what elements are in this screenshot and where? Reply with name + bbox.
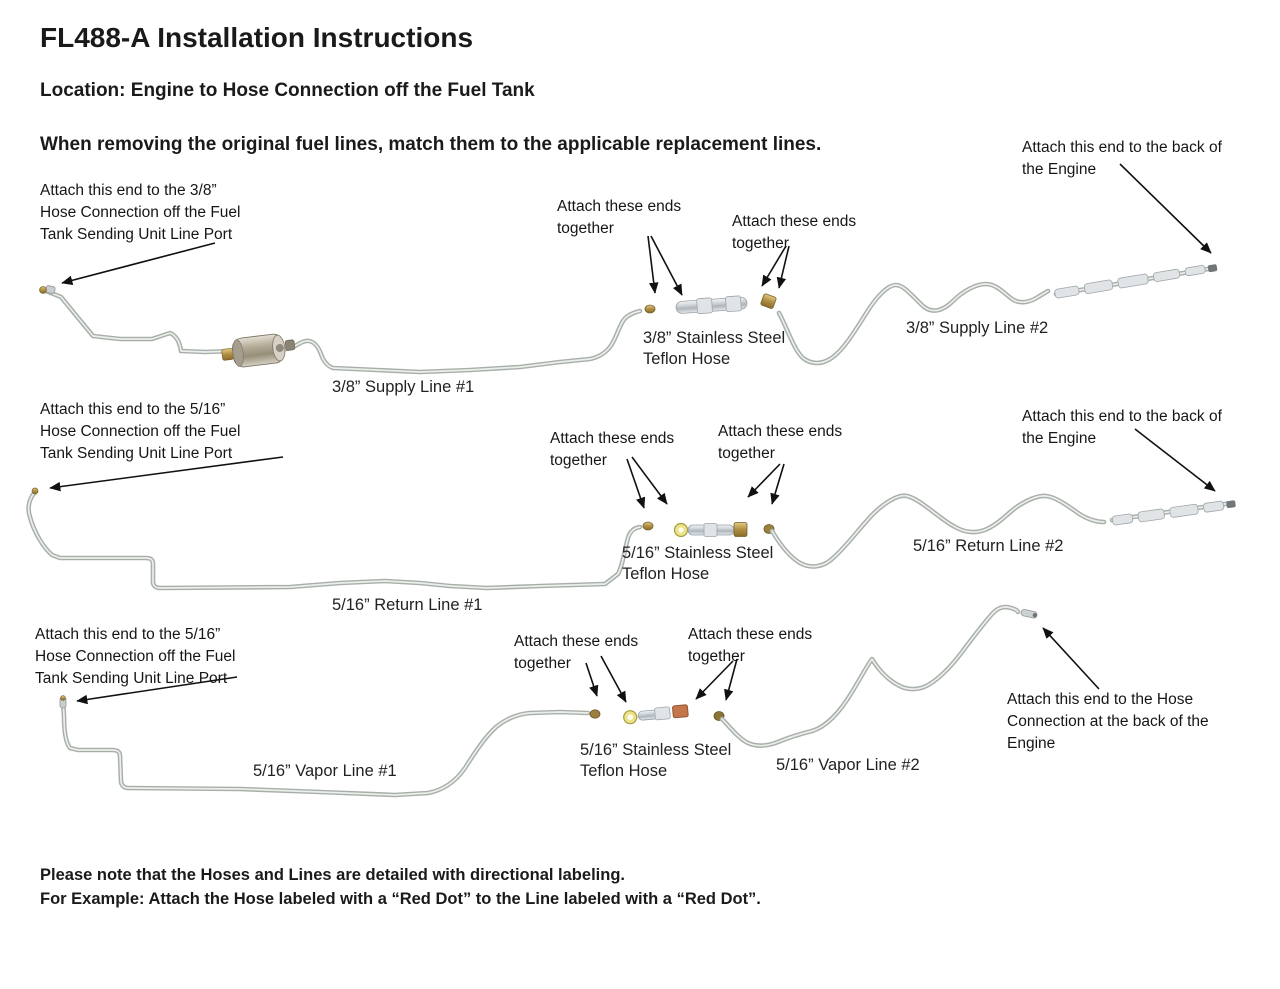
inline-fuel-filter xyxy=(221,333,296,368)
teflon-hose-3-artwork xyxy=(623,704,689,725)
supply-line-1-artwork xyxy=(39,285,656,375)
r2-right-note: Attach this end to the back of the Engin… xyxy=(1022,408,1222,447)
line2-sleeved-sections xyxy=(1054,264,1218,299)
arrow-r1-join1-b xyxy=(650,235,683,296)
footer-note-1: Please note that the Hoses and Lines are… xyxy=(40,866,625,884)
r3-join-note-2: Attach these ends together xyxy=(688,626,813,665)
label-return-line-1: 5/16” Return Line #1 xyxy=(332,596,483,614)
tank-end-fitting xyxy=(39,285,56,295)
line2-sleeved-sections xyxy=(1112,500,1236,526)
arrow-r3-join2-a xyxy=(695,660,734,700)
arrow-r1-left xyxy=(61,242,216,286)
tank-end-fitting xyxy=(31,487,39,495)
r2-left-note: Attach this end to the 5/16” Hose Connec… xyxy=(40,401,241,462)
arrow-r3-join2-b xyxy=(724,658,738,701)
r2-join-note-1: Attach these ends together xyxy=(550,430,675,469)
arrow-r3-left xyxy=(76,676,238,705)
teflon-hose-2-artwork xyxy=(673,522,775,538)
footer-note-2: For Example: Attach the Hose labeled wit… xyxy=(40,890,761,908)
label-supply-line-1: 3/8” Supply Line #1 xyxy=(332,378,475,396)
r2-join-note-2: Attach these ends together xyxy=(718,423,843,462)
annotation-arrows xyxy=(49,163,1216,705)
label-teflon-hose-2: 5/16” Stainless Steel Teflon Hose xyxy=(622,544,774,583)
supply-line-2-artwork xyxy=(776,264,1218,366)
arrow-r2-join1-a xyxy=(626,458,646,509)
r3-left-note: Attach this end to the 5/16” Hose Connec… xyxy=(35,626,236,687)
engine-end-fitting xyxy=(1020,609,1038,619)
vapor-line-1-artwork xyxy=(59,695,601,798)
arrow-r1-join1-a xyxy=(647,235,659,294)
arrow-r1-right xyxy=(1119,163,1212,254)
intro-heading: When removing the original fuel lines, m… xyxy=(40,134,822,155)
label-return-line-2: 5/16” Return Line #2 xyxy=(913,537,1064,555)
line1-engine-side-fitting xyxy=(644,304,656,314)
r1-join-note-2: Attach these ends together xyxy=(732,213,857,252)
arrow-r2-right xyxy=(1134,428,1216,492)
label-teflon-hose-3: 5/16” Stainless Steel Teflon Hose xyxy=(580,741,732,780)
r1-join-note-1: Attach these ends together xyxy=(557,198,682,237)
line1-engine-side-fitting xyxy=(589,709,601,719)
label-vapor-line-2: 5/16” Vapor Line #2 xyxy=(776,756,920,774)
r1-left-note: Attach this end to the 3/8” Hose Connect… xyxy=(40,182,241,243)
tank-end-fitting xyxy=(59,695,67,709)
label-vapor-line-1: 5/16” Vapor Line #1 xyxy=(253,762,397,780)
arrow-r3-join1-b xyxy=(600,655,627,703)
arrow-r2-join2-b xyxy=(770,463,785,505)
label-supply-line-2: 3/8” Supply Line #2 xyxy=(906,319,1049,337)
r1-right-note: Attach this end to the back of the Engin… xyxy=(1022,139,1222,178)
vapor-line-2-artwork xyxy=(719,604,1038,748)
return-line-1-artwork xyxy=(26,487,654,591)
teflon-hose-1-artwork xyxy=(675,295,748,315)
arrow-r2-left xyxy=(49,456,284,492)
arrow-r1-join2-b xyxy=(776,245,790,289)
label-teflon-hose-1: 3/8” Stainless Steel Teflon Hose xyxy=(643,329,786,368)
r3-right-note: Attach this end to the Hose Connection a… xyxy=(1007,691,1209,752)
arrow-r1-join2-a xyxy=(761,245,787,287)
hose1-right-fitting xyxy=(760,293,777,309)
arrow-r3-join1-a xyxy=(585,662,599,697)
page-title: FL488-A Installation Instructions xyxy=(40,22,474,53)
r3-join-note-1: Attach these ends together xyxy=(514,633,639,672)
line1-engine-side-fitting xyxy=(642,521,654,531)
arrow-r2-join1-b xyxy=(631,456,668,505)
location-heading: Location: Engine to Hose Connection off … xyxy=(40,80,535,101)
arrow-r2-join2-a xyxy=(747,463,781,498)
return-line-2-artwork xyxy=(769,493,1236,569)
arrow-r3-right xyxy=(1042,627,1100,690)
